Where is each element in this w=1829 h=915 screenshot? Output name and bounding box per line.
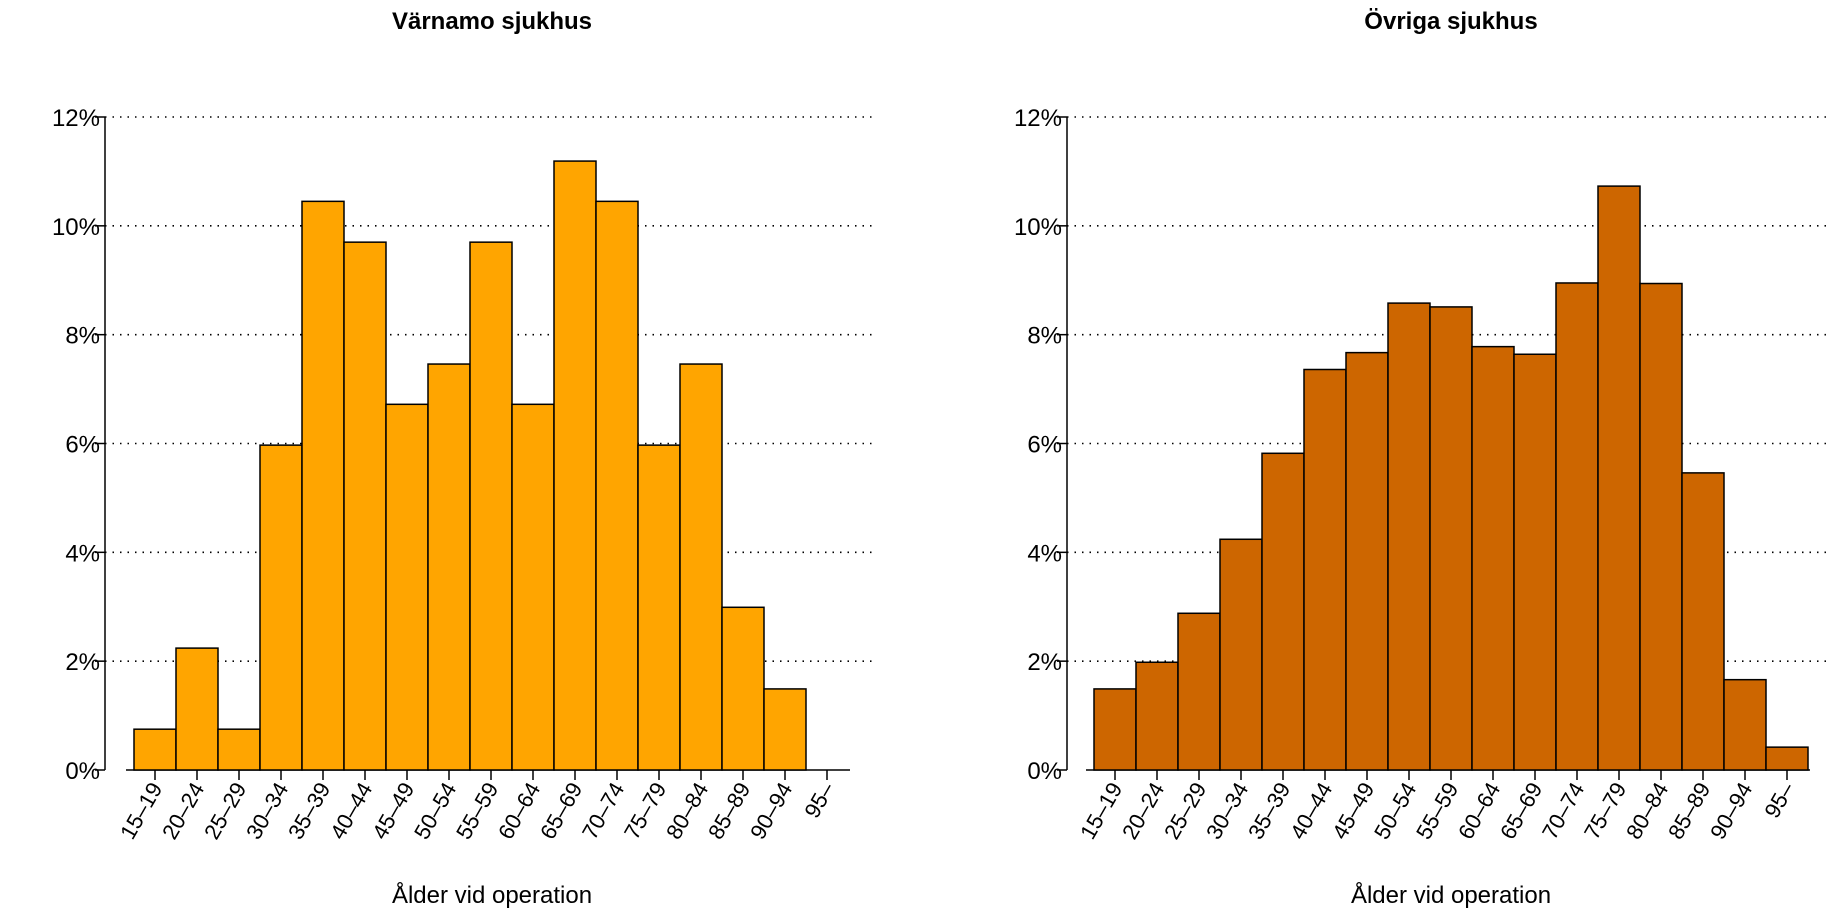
bar <box>301 200 345 771</box>
x-tick-label: 90–94 <box>745 778 797 843</box>
bar <box>217 728 261 771</box>
y-tick-label: 4% <box>1027 540 1062 567</box>
x-axis-label: Ålder vid operation <box>1351 881 1551 909</box>
bar <box>259 444 303 771</box>
x-tick-label: 55–59 <box>451 778 503 843</box>
x-tick-label: 75–79 <box>1579 778 1631 843</box>
x-tick-label: 95– <box>799 777 839 822</box>
bar <box>595 200 639 771</box>
x-tick-label: 20–24 <box>1117 778 1169 843</box>
x-tick-label: 30–34 <box>1201 778 1253 843</box>
x-tick-label: 30–34 <box>241 778 293 843</box>
bar <box>385 403 429 771</box>
bar <box>511 403 555 771</box>
y-tick-label: 0% <box>1027 758 1062 785</box>
bar <box>1429 306 1473 771</box>
y-tick-label: 10% <box>52 214 100 241</box>
x-tick-label: 25–29 <box>1159 778 1211 843</box>
bar <box>343 241 387 771</box>
chart-title: Värnamo sjukhus <box>392 8 592 35</box>
x-tick-label: 60–64 <box>1453 778 1505 843</box>
x-tick-label: 70–74 <box>1537 778 1589 843</box>
bar <box>1387 302 1431 771</box>
x-tick-label: 90–94 <box>1705 778 1757 843</box>
x-tick-label: 35–39 <box>1243 778 1295 843</box>
x-tick-label: 65–69 <box>1495 778 1547 843</box>
bar <box>1093 688 1137 771</box>
x-tick-label: 60–64 <box>493 778 545 843</box>
bar <box>133 728 177 771</box>
x-tick-label: 85–89 <box>703 778 755 843</box>
x-tick-label: 35–39 <box>283 778 335 843</box>
x-tick-label: 65–69 <box>535 778 587 843</box>
x-tick-label: 75–79 <box>619 778 671 843</box>
x-tick-label: 15–19 <box>115 778 167 843</box>
x-axis-label: Ålder vid operation <box>392 881 592 909</box>
bar <box>1177 612 1221 771</box>
x-tick-label: 20–24 <box>157 778 209 843</box>
y-tick-label: 4% <box>65 540 100 567</box>
bar <box>175 647 219 771</box>
chart-title: Övriga sjukhus <box>1364 8 1537 35</box>
x-tick-label: 25–29 <box>199 778 251 843</box>
bar <box>1639 282 1683 771</box>
bar <box>1513 353 1557 771</box>
y-tick-label: 0% <box>65 758 100 785</box>
bar <box>1555 282 1599 771</box>
bar <box>1765 746 1809 771</box>
x-tick-label: 45–49 <box>367 778 419 843</box>
bar <box>553 160 597 771</box>
x-tick-label: 40–44 <box>325 778 377 843</box>
bar <box>1261 452 1305 771</box>
bar <box>1471 345 1515 771</box>
bar <box>1723 678 1767 771</box>
x-tick-label: 50–54 <box>1369 778 1421 843</box>
x-tick-label: 70–74 <box>577 778 629 843</box>
y-tick-label: 8% <box>65 323 100 350</box>
bar <box>1345 351 1389 771</box>
bar <box>1135 661 1179 771</box>
x-tick-label: 40–44 <box>1285 778 1337 843</box>
x-tick-label: 45–49 <box>1327 778 1379 843</box>
y-tick-label: 12% <box>52 105 100 132</box>
bar <box>427 363 471 771</box>
y-tick-label: 8% <box>1027 323 1062 350</box>
chart-panel-varnamo: Värnamo sjukhus Ålder vid operation 0% 2%… <box>52 8 873 909</box>
y-tick-label: 12% <box>1014 105 1062 132</box>
x-tick-label: 55–59 <box>1411 778 1463 843</box>
x-tick-label: 80–84 <box>661 778 713 843</box>
bar <box>679 363 723 771</box>
bar <box>1597 185 1641 771</box>
y-tick-label: 10% <box>1014 214 1062 241</box>
bar <box>721 606 765 771</box>
bar <box>469 241 513 771</box>
bar <box>1303 368 1347 771</box>
bar <box>763 688 807 771</box>
chart-panel-ovriga: Övriga sjukhus Ålder vid operation 0% 2% 4… <box>1014 8 1829 909</box>
x-tick-label: 50–54 <box>409 778 461 843</box>
bar <box>1681 472 1725 771</box>
y-tick-label: 2% <box>65 649 100 676</box>
y-tick-label: 6% <box>1027 432 1062 459</box>
x-tick-label: 80–84 <box>1621 778 1673 843</box>
bar <box>1219 538 1263 771</box>
x-tick-label: 95– <box>1759 777 1799 822</box>
y-tick-label: 6% <box>65 432 100 459</box>
x-tick-label: 15–19 <box>1075 778 1127 843</box>
x-tick-label: 85–89 <box>1663 778 1715 843</box>
bar <box>637 444 681 771</box>
y-tick-label: 2% <box>1027 649 1062 676</box>
